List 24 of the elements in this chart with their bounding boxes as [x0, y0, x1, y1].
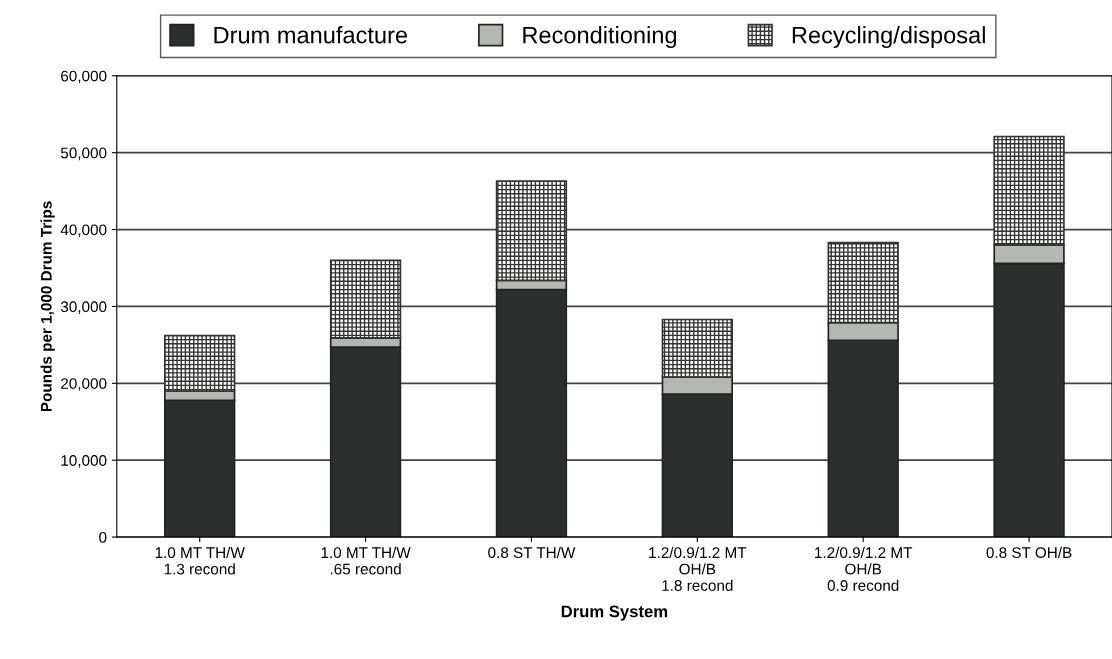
y-tick-label: 50,000	[60, 147, 107, 161]
x-tick-label: 0.8 ST OH/B	[986, 546, 1072, 559]
bar	[661, 318, 733, 379]
y-tick-label: 60,000	[61, 70, 107, 84]
legend-label: Recycling/disposal	[792, 26, 985, 49]
x-axis-title: Drum System	[561, 605, 668, 621]
x-tick-label: 1.2/0.9/1.2 MT OH/B 1.8 recond	[649, 546, 747, 591]
bar	[164, 334, 236, 392]
x-tick-label: 1.2/0.9/1.2 MT OH/B 0.9 recond	[815, 546, 913, 591]
y-axis-title: Pounds per 1,000 Drum Trips	[40, 201, 55, 412]
x-tick-label: 1.0 MT TH/W 1.3 recond	[155, 546, 245, 575]
y-tick-label: 20,000	[61, 378, 107, 391]
bar	[827, 241, 899, 324]
y-tick-label: 0	[99, 531, 107, 543]
bar	[993, 135, 1065, 246]
x-tick-label: 0.8 ST TH/W	[488, 546, 576, 559]
x-tick-label: 1.0 MT TH/W .65 recond	[321, 546, 411, 575]
legend-label: Reconditioning	[523, 26, 677, 49]
y-tick-label: 30,000	[60, 301, 107, 314]
bar	[495, 180, 568, 282]
y-tick-label: 40,000	[60, 224, 107, 238]
y-tick-label: 10,000	[61, 455, 107, 468]
bar	[329, 259, 402, 339]
legend-label: Drum manufacture	[214, 26, 408, 44]
